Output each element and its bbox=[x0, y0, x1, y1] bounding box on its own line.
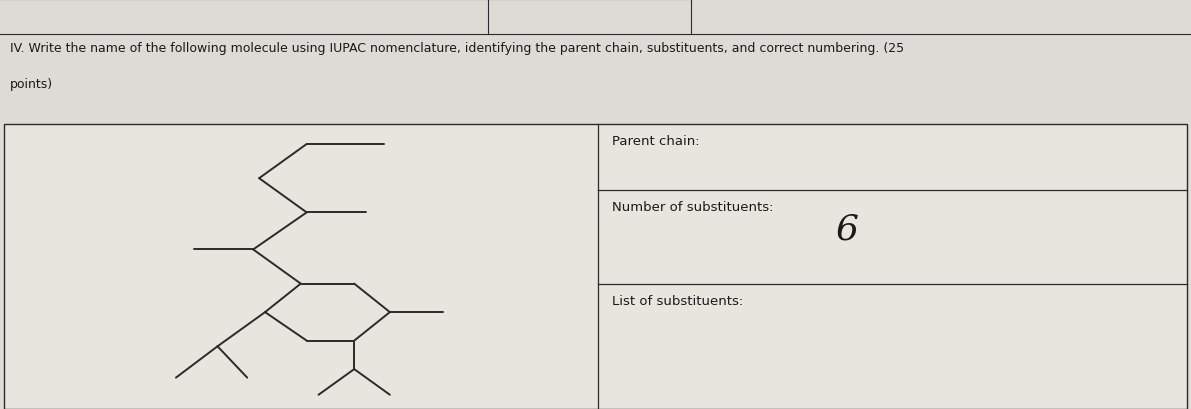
Text: Number of substituents:: Number of substituents: bbox=[612, 200, 774, 213]
Text: IV. Write the name of the following molecule using IUPAC nomenclature, identifyi: IV. Write the name of the following mole… bbox=[10, 42, 904, 55]
Bar bbox=[4, 125, 1187, 409]
Text: Parent chain:: Parent chain: bbox=[612, 135, 700, 148]
Text: List of substituents:: List of substituents: bbox=[612, 294, 743, 308]
Text: 6: 6 bbox=[836, 212, 859, 246]
Bar bbox=[0, 0, 1191, 35]
Text: points): points) bbox=[10, 78, 52, 91]
Bar bbox=[0, 35, 1191, 125]
